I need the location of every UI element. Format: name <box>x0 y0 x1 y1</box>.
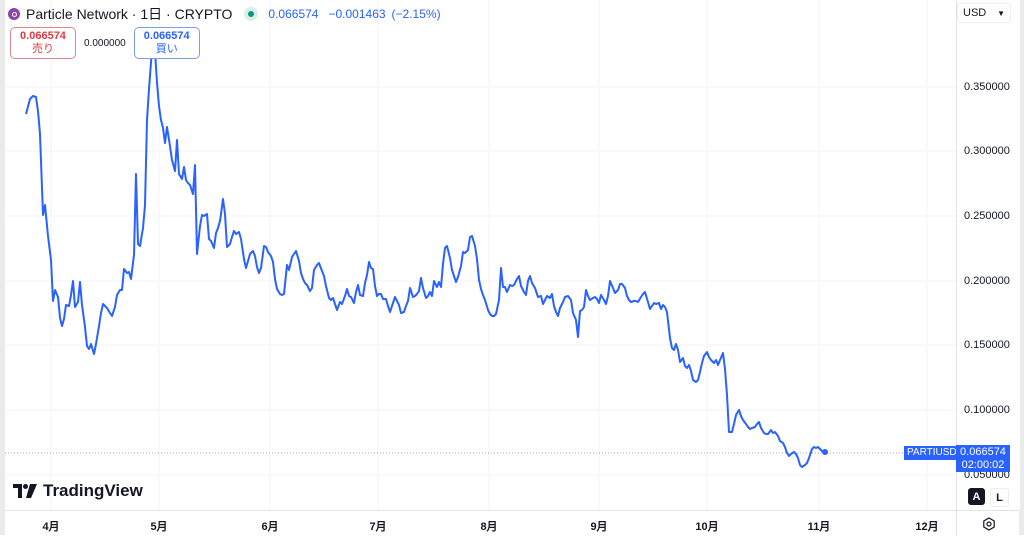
chart-settings-button[interactable] <box>956 510 1020 536</box>
month-tick: 10月 <box>695 521 719 533</box>
price-line-chart <box>5 0 956 510</box>
month-tick: 5月 <box>150 521 168 533</box>
spread-value: 0.000000 <box>84 37 126 49</box>
chart-legend: Particle Network · 1日 · CRYPTO 0.066574 … <box>8 4 441 24</box>
gear-icon <box>982 516 995 531</box>
price-tick: 0.100000 <box>964 404 1010 416</box>
buy-price: 0.066574 <box>143 30 190 42</box>
bar-countdown: 02:00:02 <box>961 459 1005 471</box>
trade-buttons: 0.066574 売り 0.000000 0.066574 買い <box>10 27 200 59</box>
month-tick: 6月 <box>261 521 279 533</box>
currency-select[interactable]: USD ▼ <box>957 3 1011 23</box>
left-border <box>0 0 5 535</box>
buy-label: 買い <box>155 43 178 55</box>
currency-label: USD <box>963 7 987 19</box>
chevron-down-icon: ▼ <box>997 8 1005 18</box>
logo-text: TradingView <box>43 481 143 500</box>
market-open-dot-icon <box>244 7 259 21</box>
scale-mode-buttons: A L <box>968 488 1009 507</box>
sell-button[interactable]: 0.066574 売り <box>10 27 76 59</box>
tradingview-logo[interactable]: TradingView <box>13 481 143 501</box>
price-tick: 0.150000 <box>964 339 1010 351</box>
price-tick: 0.350000 <box>964 81 1010 93</box>
auto-scale-button[interactable]: A <box>968 488 985 505</box>
month-tick: 11月 <box>807 521 831 533</box>
price-tick: 0.200000 <box>964 275 1010 287</box>
last-price-marker <box>822 449 828 455</box>
last-price: 0.066574 <box>268 7 319 21</box>
price-tick: 0.050000 <box>964 469 1010 481</box>
month-tick: 7月 <box>369 521 387 533</box>
grid <box>5 0 956 510</box>
price-axis[interactable]: 0.350000 0.300000 0.250000 0.200000 0.15… <box>956 0 1020 510</box>
sell-price: 0.066574 <box>20 30 66 42</box>
buy-button[interactable]: 0.066574 買い <box>133 27 200 59</box>
symbol-price-tag: PARTIUSD <box>904 446 960 460</box>
price-change-percent: (−2.15%) <box>391 7 441 21</box>
price-change: −0.001463 <box>328 7 386 21</box>
particle-network-logo-icon <box>8 8 20 20</box>
time-axis[interactable]: 4月 5月 6月 7月 8月 9月 10月 11月 12月 <box>5 510 956 536</box>
price-tick: 0.250000 <box>964 210 1010 222</box>
month-tick: 9月 <box>590 521 608 533</box>
month-tick: 12月 <box>915 521 939 533</box>
right-border <box>1019 0 1024 535</box>
tradingview-logo-icon <box>13 484 37 498</box>
sell-label: 売り <box>32 43 54 55</box>
current-price-label: 0.066574 02:00:02 <box>956 445 1010 472</box>
price-series-line <box>25 48 826 468</box>
month-tick: 8月 <box>480 521 498 533</box>
plot-area[interactable] <box>5 0 956 510</box>
symbol-title[interactable]: Particle Network · 1日 · CRYPTO <box>26 6 233 22</box>
log-scale-button[interactable]: L <box>990 488 1009 507</box>
month-tick: 4月 <box>42 521 60 533</box>
price-tick: 0.300000 <box>964 145 1010 157</box>
current-price-value: 0.066574 <box>960 446 1006 458</box>
